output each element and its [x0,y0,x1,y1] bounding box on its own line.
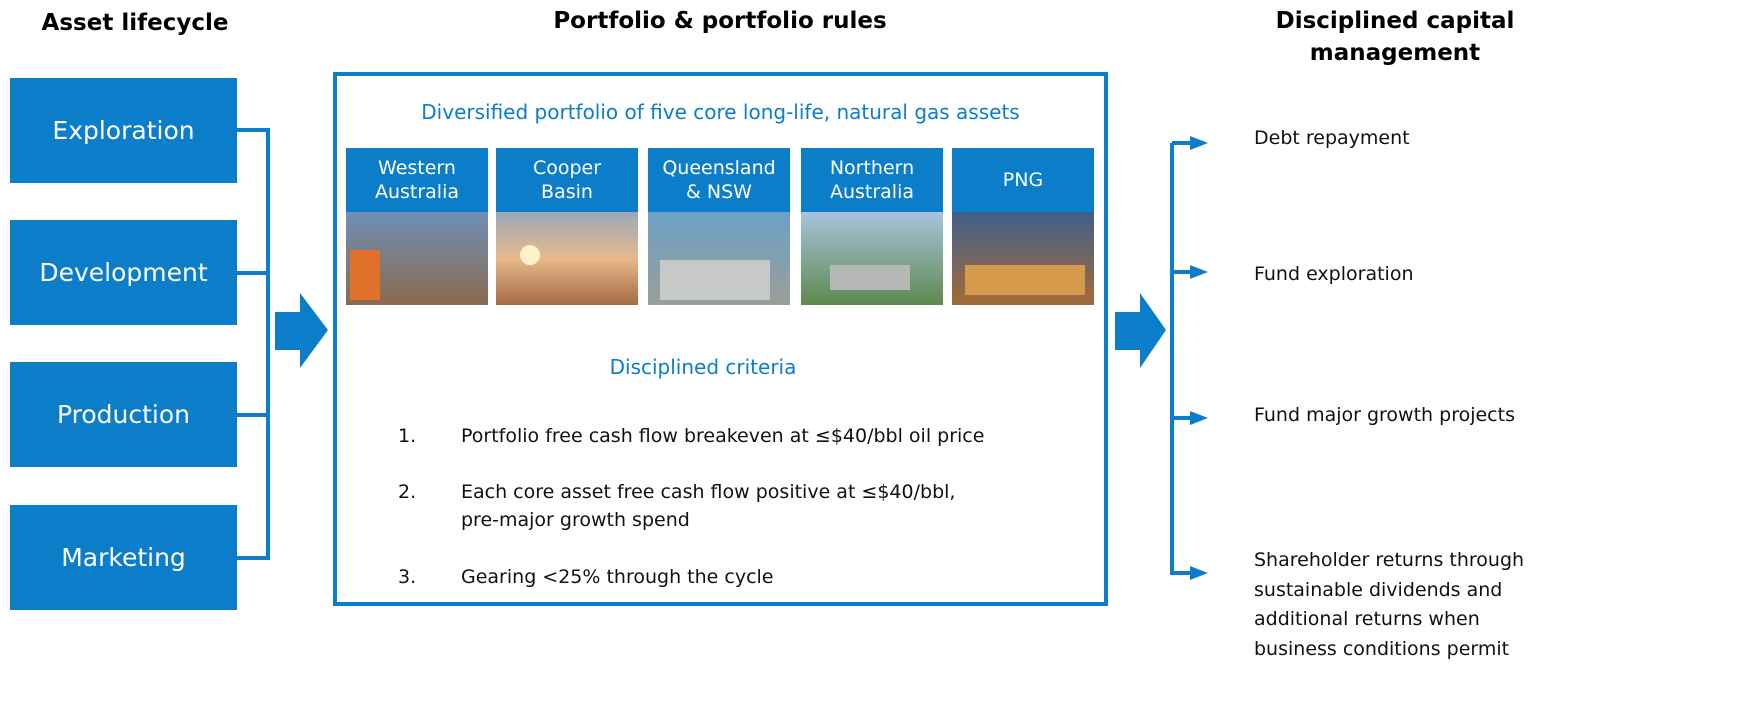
page: Asset lifecycle Exploration Development … [0,0,1759,706]
stage: Development [10,220,237,325]
asset: Queensland& NSW [648,148,790,305]
subtitle: Diversified portfolio of five core long-… [335,100,1106,124]
asset-label: Queensland [662,156,775,180]
criterion-text: pre-major growth spend [461,509,690,531]
criterion-number: 3. [398,566,416,588]
asset-label: Australia [830,180,914,204]
asset-label: Cooper [533,156,601,180]
heading-line: management [1230,37,1560,69]
criterion-text: Portfolio free cash flow breakeven at ≤$… [461,425,984,447]
criterion-text: Gearing <25% through the cycle [461,566,774,588]
flow-arrow [1115,293,1166,368]
capital-use-line: additional returns when [1254,605,1524,635]
stage: Production [10,362,237,467]
capital-use: Fund exploration [1254,263,1414,285]
heading: Portfolio & portfolio rules [420,8,1020,34]
capital-use: Debt repayment [1254,127,1410,149]
criterion-text: Each core asset free cash flow positive … [461,481,955,503]
flow-arrow [275,293,328,368]
criterion-number: 1. [398,425,416,447]
asset-label: Basin [541,180,593,204]
asset-label: Australia [375,180,459,204]
stage: Marketing [10,505,237,610]
capital-use: Shareholder returns through sustainable … [1254,546,1524,664]
capital-use: Fund major growth projects [1254,404,1515,426]
heading: Asset lifecycle [0,10,270,36]
asset-label: PNG [1003,168,1043,192]
asset-label: Northern [830,156,914,180]
capital-use-line: sustainable dividends and [1254,576,1524,606]
stage: Exploration [10,78,237,183]
criteria-title: Disciplined criteria [335,355,1071,379]
asset-label: Western [378,156,456,180]
capital-use-line: business conditions permit [1254,635,1524,665]
criterion-number: 2. [398,481,416,503]
asset-label: & NSW [686,180,752,204]
heading-line: Disciplined capital [1230,5,1560,37]
asset: PNG [952,148,1094,305]
capital-use-line: Shareholder returns through [1254,546,1524,576]
